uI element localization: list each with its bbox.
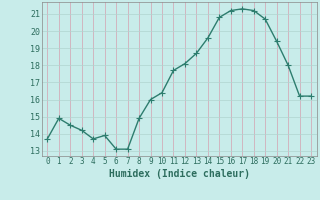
X-axis label: Humidex (Indice chaleur): Humidex (Indice chaleur) — [109, 169, 250, 179]
